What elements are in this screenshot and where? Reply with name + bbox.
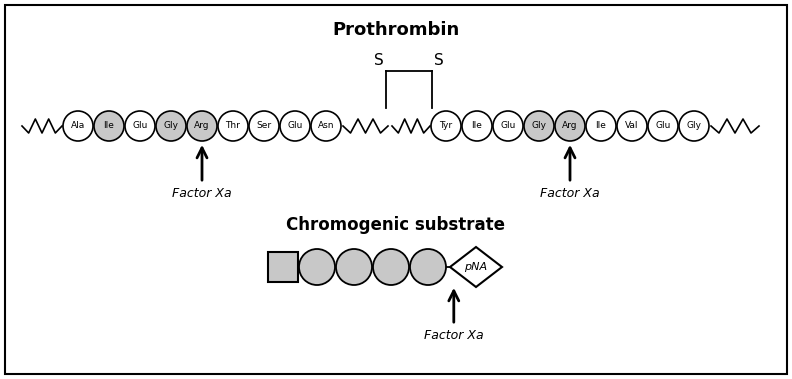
Text: Chromogenic substrate: Chromogenic substrate: [287, 216, 505, 234]
Circle shape: [299, 249, 335, 285]
Circle shape: [156, 111, 186, 141]
Circle shape: [311, 111, 341, 141]
Text: Gly: Gly: [531, 122, 546, 130]
Circle shape: [617, 111, 647, 141]
Text: Ile: Ile: [596, 122, 607, 130]
Text: Thr: Thr: [226, 122, 241, 130]
Circle shape: [410, 249, 446, 285]
Circle shape: [63, 111, 93, 141]
Text: S: S: [374, 53, 384, 68]
Circle shape: [280, 111, 310, 141]
Circle shape: [94, 111, 124, 141]
Circle shape: [187, 111, 217, 141]
Text: Ile: Ile: [104, 122, 114, 130]
Circle shape: [373, 249, 409, 285]
Text: Asn: Asn: [318, 122, 334, 130]
Text: Arg: Arg: [194, 122, 210, 130]
Text: Ile: Ile: [471, 122, 482, 130]
Circle shape: [218, 111, 248, 141]
Circle shape: [431, 111, 461, 141]
Circle shape: [586, 111, 616, 141]
Text: S: S: [434, 53, 444, 68]
Text: Gly: Gly: [163, 122, 178, 130]
Circle shape: [462, 111, 492, 141]
Text: Val: Val: [625, 122, 639, 130]
Text: Ser: Ser: [257, 122, 272, 130]
Bar: [268, 252, 298, 282]
Text: Tyr: Tyr: [440, 122, 452, 130]
Text: Glu: Glu: [287, 122, 303, 130]
Text: Factor Xa: Factor Xa: [172, 187, 232, 200]
Text: Factor Xa: Factor Xa: [424, 329, 484, 342]
Text: Glu: Glu: [132, 122, 147, 130]
Text: Arg: Arg: [562, 122, 577, 130]
Text: Ala: Ala: [70, 122, 85, 130]
Text: Gly: Gly: [687, 122, 702, 130]
Circle shape: [125, 111, 155, 141]
Text: Factor Xa: Factor Xa: [540, 187, 600, 200]
Text: Prothrombin: Prothrombin: [333, 21, 459, 39]
Text: Glu: Glu: [655, 122, 671, 130]
Circle shape: [679, 111, 709, 141]
Circle shape: [249, 111, 279, 141]
Circle shape: [336, 249, 372, 285]
Circle shape: [493, 111, 523, 141]
Text: pNA: pNA: [464, 262, 488, 272]
Polygon shape: [450, 247, 502, 287]
Circle shape: [555, 111, 585, 141]
Circle shape: [524, 111, 554, 141]
Circle shape: [648, 111, 678, 141]
Text: Glu: Glu: [501, 122, 516, 130]
